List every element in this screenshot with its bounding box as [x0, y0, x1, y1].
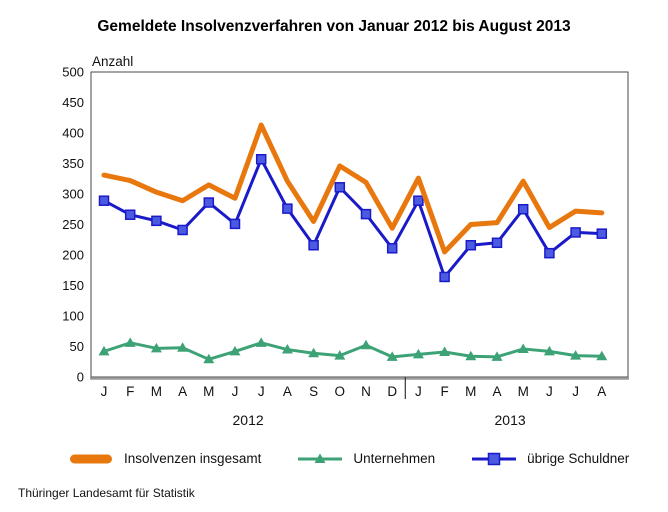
x-tick-label: A	[492, 384, 501, 399]
chart-title: Gemeldete Insolvenzverfahren von Januar …	[97, 18, 571, 35]
square-marker	[491, 237, 503, 249]
x-tick-label: A	[178, 384, 187, 399]
square-marker	[465, 239, 477, 251]
x-tick-label: A	[597, 384, 606, 399]
square-marker	[177, 224, 188, 236]
square-marker	[282, 203, 293, 214]
year-label: 2012	[233, 412, 264, 428]
year-label: 2013	[495, 412, 526, 428]
triangle-marker	[124, 337, 136, 347]
green-triangle-line-icon	[298, 453, 343, 463]
x-tick-label: O	[335, 384, 346, 399]
square-marker	[360, 208, 372, 220]
y-tick-label: 150	[62, 278, 84, 293]
triangle-marker	[412, 348, 424, 359]
triangle-marker	[517, 343, 529, 353]
x-tick-label: J	[258, 384, 265, 399]
square-marker	[229, 218, 241, 230]
legend-label-uebrige-schuldner: übrige Schuldner	[527, 451, 630, 466]
x-tick-label: J	[232, 384, 239, 399]
legend-label-insgesamt: Insolvenzen insgesamt	[124, 451, 262, 466]
blue-square-line-icon	[472, 452, 517, 465]
triangle-marker	[543, 345, 555, 356]
y-tick-label: 400	[62, 126, 84, 141]
square-marker	[596, 228, 608, 239]
x-tick-label: S	[309, 384, 318, 399]
square-marker	[151, 215, 162, 227]
square-marker	[124, 209, 136, 220]
triangle-marker	[203, 353, 215, 364]
plot-border	[90, 71, 629, 378]
triangle-marker	[386, 351, 398, 361]
square-marker	[570, 227, 581, 238]
x-tick-label: D	[387, 384, 397, 399]
legend-item-insgesamt: Insolvenzen insgesamt	[68, 451, 261, 466]
triangle-marker	[281, 344, 293, 354]
triangle-marker	[308, 347, 320, 358]
x-tick-label: J	[546, 384, 553, 399]
triangle-marker	[360, 339, 372, 350]
x-tick-label: M	[203, 384, 214, 399]
triangle-marker	[255, 337, 267, 347]
y-tick-label: 500	[62, 65, 84, 80]
triangle-marker	[98, 345, 110, 356]
triangle-marker	[491, 351, 503, 361]
legend: Insolvenzen insgesamt Unternehmen übrige…	[68, 451, 629, 466]
legend-item-unternehmen: Unternehmen	[297, 451, 435, 466]
square-marker	[98, 195, 110, 206]
x-tick-label: J	[415, 384, 422, 399]
y-tick-label: 250	[62, 217, 84, 232]
source-attribution: Thüringer Landesamt für Statistik	[18, 486, 195, 500]
orange-line-icon	[70, 454, 112, 463]
series-line-1	[102, 341, 604, 361]
x-tick-label: M	[151, 384, 162, 399]
x-tick-label: A	[283, 384, 292, 399]
y-tick-label: 100	[62, 309, 84, 324]
square-marker	[386, 243, 398, 254]
triangle-marker	[229, 345, 241, 356]
y-tick-label: 450	[62, 95, 84, 110]
y-tick-label: 0	[77, 370, 84, 385]
series-line-0	[101, 122, 605, 255]
square-marker	[334, 182, 346, 193]
legend-item-uebrige-schuldner: übrige Schuldner	[471, 451, 629, 466]
x-tick-label: F	[126, 384, 134, 399]
x-tick-label: J	[101, 384, 108, 399]
insolvency-line-chart: 0 50 100 150 200 250 300 350 400 450 500 Anzahl J F M A…	[62, 54, 629, 428]
square-marker	[255, 153, 267, 165]
square-marker	[413, 195, 424, 206]
triangle-marker	[465, 350, 477, 361]
y-tick-label: 350	[62, 156, 84, 171]
triangle-marker	[177, 342, 189, 352]
y-axis-title: Anzahl	[92, 54, 133, 69]
legend-label-unternehmen: Unternehmen	[353, 451, 436, 466]
triangle-marker	[596, 350, 608, 361]
x-tick-label: M	[518, 384, 529, 399]
y-tick-label: 300	[62, 187, 84, 202]
triangle-marker	[439, 346, 451, 356]
y-tick-label: 200	[62, 248, 84, 263]
x-tick-label: M	[465, 384, 476, 399]
square-marker	[308, 239, 319, 251]
square-marker	[203, 197, 215, 208]
x-tick-label: J	[572, 384, 579, 399]
triangle-marker	[150, 342, 162, 353]
y-tick-label: 50	[70, 339, 84, 354]
square-marker	[439, 271, 450, 283]
x-tick-label: N	[361, 384, 371, 399]
triangle-marker	[570, 350, 582, 360]
x-tick-label: F	[440, 384, 448, 399]
triangle-marker	[334, 350, 346, 360]
square-marker	[544, 247, 555, 259]
square-marker	[517, 204, 529, 215]
